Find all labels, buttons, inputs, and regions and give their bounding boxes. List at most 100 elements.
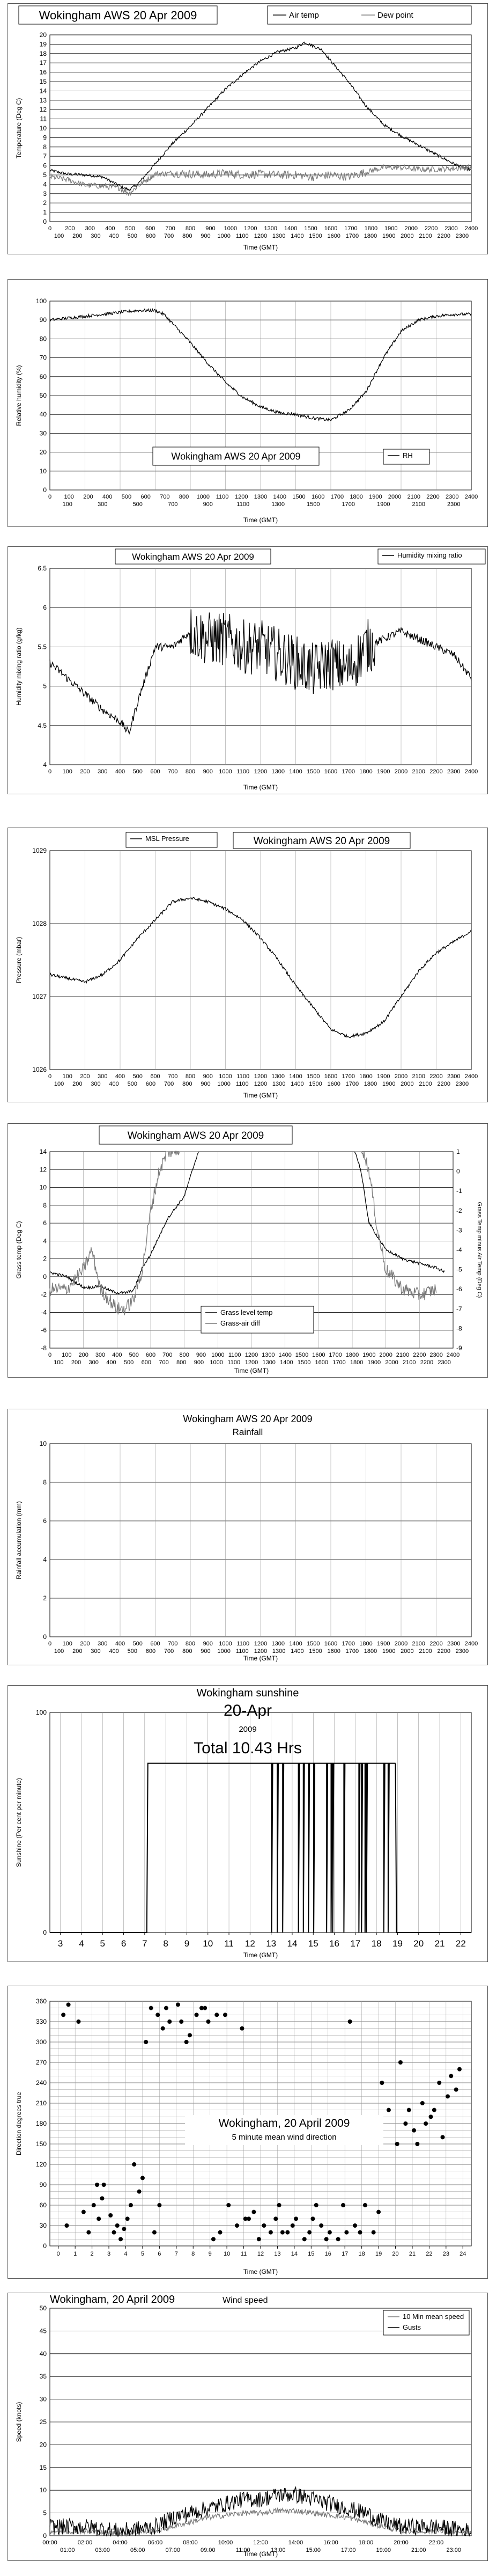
chart-title-year: 2009 [239,1725,256,1734]
wind-direction-point [371,2230,376,2235]
y-tick-label: 4 [43,1556,47,1563]
x-tick-label: 500 [124,1359,134,1366]
wind-direction-point [160,2026,165,2031]
wind-direction-point [398,2060,403,2065]
x-tick-label: 1300 [264,225,277,232]
x-tick-label: 400 [109,1081,118,1087]
wind-direction-point [115,2223,120,2228]
legend-entry: RH [403,451,413,459]
x-tick-label: 1800 [364,1648,377,1655]
x-tick-label: 900 [203,1641,213,1647]
x-tick-label: 1400 [284,225,297,232]
x-tick-label: 7 [142,1938,147,1949]
x-tick-label: 1200 [254,1648,267,1655]
wind-direction-point [445,2094,450,2099]
x-tick-label: 700 [164,1081,174,1087]
chart-title-box [185,2115,383,2145]
y-tick-label: 360 [36,1997,47,2005]
x-tick-label: 700 [168,501,177,508]
y-right-tick-label: -6 [456,1285,462,1293]
wind-direction-point [137,2189,142,2194]
y-tick-label: 0 [43,2242,47,2250]
y-tick-label: 10 [40,1440,47,1447]
wind-direction-point [353,2223,358,2228]
x-tick-label: 700 [162,1352,172,1358]
chart-title: Wokingham, 20 April 2009 [50,2294,175,2306]
x-tick-label: 1900 [384,225,397,232]
x-tick-label: 2100 [412,1641,425,1647]
x-tick-label: 23:00 [446,2547,461,2553]
wind-direction-point [61,2012,66,2017]
x-tick-label: 1000 [211,1352,224,1358]
x-tick-label: 1800 [364,233,377,239]
wind-direction-point [310,2216,315,2221]
y-tick-label: 0 [43,486,47,494]
y-tick-label: 45 [40,2327,47,2334]
x-tick-label: 200 [78,1352,88,1358]
x-tick-label: 2300 [447,1073,460,1080]
x-tick-label: 6 [158,2251,161,2257]
legend-entry: 10 Min mean speed [403,2312,464,2321]
wind-direction-point [437,2081,442,2085]
x-tick-label: 1000 [219,1641,232,1647]
wind-direction-point [344,2230,349,2235]
x-tick-label: 1200 [245,1352,258,1358]
y-tick-label: 1026 [32,1066,47,1073]
x-tick-label: 1900 [377,501,390,508]
x-tick-label: 1200 [254,1081,267,1087]
x-tick-label: 900 [201,1648,210,1655]
x-tick-label: 1300 [262,1359,275,1366]
wind-direction-point [307,2230,312,2235]
y-tick-label: 15 [40,78,47,85]
wind-direction-point [273,2216,278,2221]
x-tick-label: 2100 [419,1081,432,1087]
x-tick-label: 400 [115,769,125,775]
y-tick-label: 1028 [32,920,47,927]
x-tick-label: 1300 [272,1073,285,1080]
x-tick-label: 900 [203,769,213,775]
x-tick-label: 18 [372,1938,382,1949]
x-tick-label: 1700 [342,769,355,775]
wind-direction-point [424,2121,428,2126]
x-tick-label: 1900 [377,1073,390,1080]
x-tick-label: 1300 [272,769,285,775]
x-tick-label: 22:00 [429,2540,444,2546]
x-tick-label: 800 [176,1359,186,1366]
x-tick-label: 2200 [426,494,439,500]
y-right-tick-label: 0 [456,1168,460,1175]
wind-direction-point [376,2209,381,2214]
wind-direction-point [440,2135,445,2140]
x-tick-label: 800 [182,233,192,239]
y-tick-label: 3 [43,190,47,197]
x-tick-label: 2200 [437,1081,450,1087]
x-tick-label: 1700 [344,225,357,232]
x-tick-label: 02:00 [78,2540,93,2546]
wind-direction-point [386,2107,391,2112]
wind-direction-point [412,2128,417,2133]
chart-title-box [115,548,271,565]
y-axis-label: Temperature (Deg C) [15,98,23,159]
x-tick-label: 18:00 [359,2540,374,2546]
x-tick-label: 100 [54,1081,64,1087]
x-tick-label: 300 [91,1648,100,1655]
x-tick-label: 1300 [262,1352,275,1358]
x-tick-label: 0 [48,769,51,775]
x-tick-label: 1000 [219,1073,232,1080]
y-tick-label: 50 [40,2304,47,2312]
wind-direction-point [449,2074,454,2079]
y-right-tick-label: -1 [456,1187,462,1195]
x-tick-label: 17 [350,1938,360,1949]
x-tick-label: 900 [196,1352,206,1358]
x-tick-label: 400 [109,1648,118,1655]
wind-direction-point [194,2012,199,2017]
x-tick-label: 0 [48,1352,51,1358]
wind-direction-point [187,2033,192,2038]
x-axis-label: Time (GMT) [243,1092,278,1099]
y-right-tick-label: -9 [456,1344,462,1352]
x-axis-label: Time (GMT) [243,784,278,791]
x-tick-label: 20 [392,2251,398,2257]
y-tick-label: 16 [40,69,47,76]
wind-direction-point [280,2230,285,2235]
x-axis-label: Time (GMT) [243,1655,278,1662]
